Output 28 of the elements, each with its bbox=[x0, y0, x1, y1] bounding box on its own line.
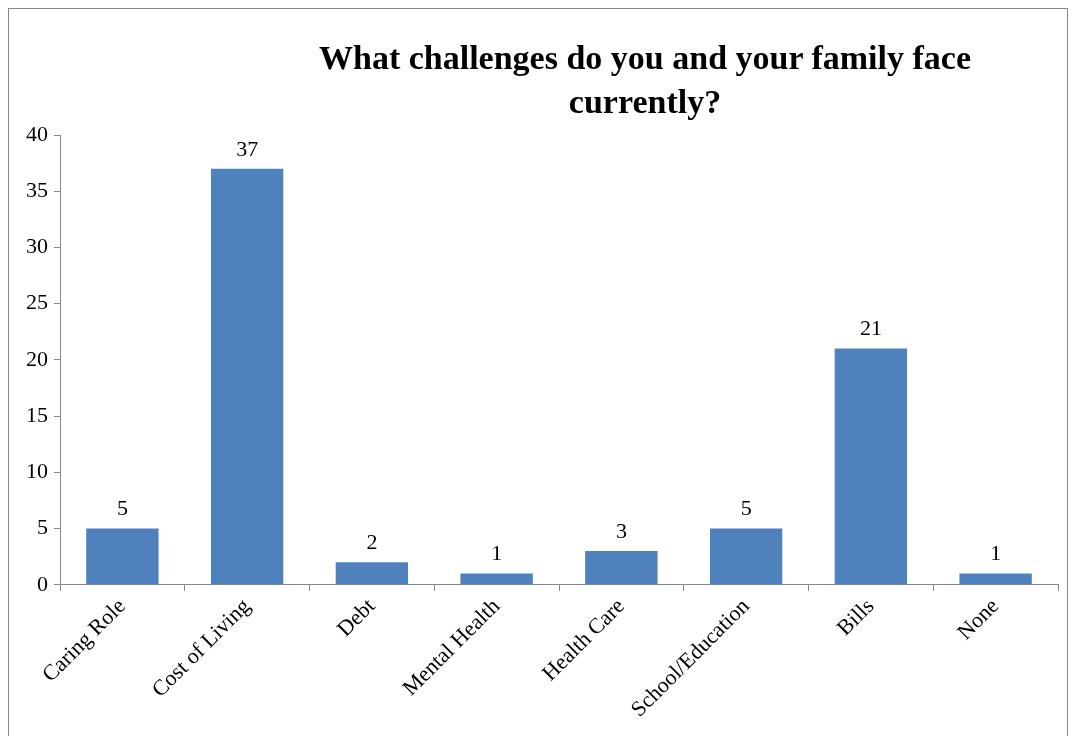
y-tick-label: 10 bbox=[26, 458, 48, 484]
y-tick-label: 30 bbox=[26, 233, 48, 259]
y-tick-label: 0 bbox=[37, 570, 48, 596]
bar bbox=[834, 348, 908, 585]
bar bbox=[460, 573, 533, 585]
data-label: 1 bbox=[990, 540, 1002, 566]
data-label: 1 bbox=[491, 540, 503, 566]
x-tick-label: Bills bbox=[831, 593, 879, 641]
y-tick-label: 5 bbox=[37, 514, 48, 540]
y-tick-label: 35 bbox=[26, 177, 48, 202]
chart-title: What challenges do you and your family face currently? bbox=[318, 38, 972, 122]
bar bbox=[210, 168, 284, 585]
x-tick-label: Debt bbox=[331, 593, 380, 641]
y-tick-label: 20 bbox=[26, 345, 48, 371]
bar bbox=[709, 528, 783, 585]
y-tick-label: 40 bbox=[26, 120, 48, 146]
bar bbox=[959, 573, 1032, 585]
data-label: 5 bbox=[740, 495, 752, 521]
data-label: 3 bbox=[615, 517, 627, 543]
data-label: 5 bbox=[116, 495, 128, 521]
bar bbox=[86, 528, 159, 585]
bar bbox=[335, 562, 409, 585]
data-label: 21 bbox=[859, 315, 882, 341]
data-label: 37 bbox=[236, 135, 259, 161]
y-tick-label: 15 bbox=[26, 401, 48, 427]
bar bbox=[585, 551, 658, 585]
y-tick-label: 25 bbox=[26, 289, 48, 315]
data-label: 2 bbox=[366, 529, 378, 555]
